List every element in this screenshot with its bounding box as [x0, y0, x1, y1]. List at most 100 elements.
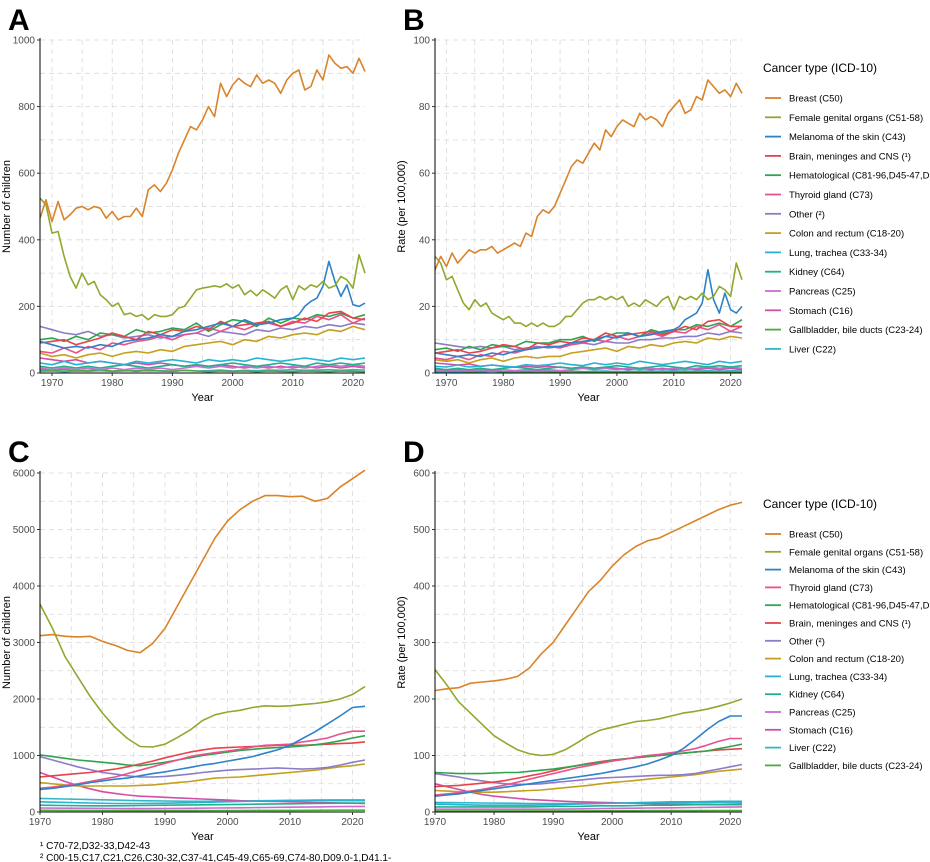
series-line-kidney [434, 364, 743, 371]
series-line-lung [434, 800, 742, 806]
legend-label: Brain, meninges and CNS (¹) [789, 619, 911, 630]
series-line-hematological [434, 743, 743, 775]
series-line-kidney [435, 803, 743, 808]
x-tick-label: 2020 [341, 817, 364, 828]
series-line-colon [39, 763, 366, 787]
legend-item: Other (²) [765, 209, 825, 220]
y-tick-label: 300 [413, 638, 430, 649]
y-tick-label: 500 [413, 525, 430, 536]
series-line-hematological [39, 734, 366, 767]
legend-label: Melanoma of the skin (C43) [789, 132, 906, 143]
legend-label: Breast (C50) [789, 530, 843, 541]
series-line-breast [434, 501, 743, 692]
legend-label: Hematological (C81-96,D45-47,D76) [789, 171, 930, 182]
legend-item: Brain, meninges and CNS (¹) [765, 151, 911, 162]
x-axis-title: Year [577, 831, 600, 843]
series-line-pancreas [39, 805, 366, 810]
legend-label: Hematological (C81-96,D45-47,D76) [789, 601, 930, 612]
series-line-melanoma [39, 260, 366, 349]
legend-item: Melanoma of the skin (C43) [765, 132, 906, 143]
y-tick-label: 400 [413, 582, 430, 593]
x-tick-label: 1980 [492, 378, 515, 389]
legend-item: Colon and rectum (C18-20) [765, 229, 904, 240]
series-line-colon [39, 325, 366, 359]
series-line-melanoma [434, 269, 743, 358]
series-line-breast [434, 79, 743, 271]
y-tick-label: 200 [413, 695, 430, 706]
x-tick-label: 2020 [719, 817, 742, 828]
series-line-breast [39, 469, 366, 654]
grid [435, 39, 742, 374]
grid [40, 39, 365, 374]
legend-label: Female genital organs (C51-58) [789, 547, 923, 558]
legend-label: Liver (C22) [789, 743, 836, 754]
legend-label: Thyroid gland (C73) [789, 190, 873, 201]
x-tick-label: 1990 [542, 817, 565, 828]
y-tick-label: 20 [419, 302, 431, 313]
legend-label: Kidney (C64) [789, 267, 844, 278]
y-tick-label: 0 [29, 369, 35, 380]
y-axis-title: Rate (per 100,000) [396, 160, 408, 252]
x-tick-label: 1980 [101, 378, 124, 389]
legend-item: Gallbladder, bile ducts (C23-24) [765, 761, 923, 772]
y-tick-label: 100 [413, 751, 430, 762]
x-tick-label: 2010 [663, 378, 686, 389]
legend-item: Breast (C50) [765, 94, 843, 105]
y-tick-label: 600 [413, 469, 430, 480]
legend-label: Breast (C50) [789, 94, 843, 105]
legend-item: Kidney (C64) [765, 267, 844, 278]
series-line-lung [39, 357, 366, 366]
legend-item: Stomach (C16) [765, 725, 853, 736]
x-tick-label: 2000 [606, 378, 629, 389]
panel-letter: D [403, 436, 425, 469]
series-line-female-genital [39, 603, 366, 748]
legend-label: Other (²) [789, 636, 825, 647]
legend-item: Gallbladder, bile ducts (C23-24) [765, 325, 923, 336]
y-tick-label: 0 [424, 369, 430, 380]
x-tick-label: 1970 [29, 817, 52, 828]
x-tick-label: 1990 [154, 817, 177, 828]
legend-label: Female genital organs (C51-58) [789, 113, 923, 124]
x-tick-label: 1970 [41, 378, 64, 389]
series-line-other [39, 755, 366, 778]
legend-item: Hematological (C81-96,D45-47,D76) [765, 601, 930, 612]
series-line-pancreas [434, 366, 743, 372]
legend-item: Colon and rectum (C18-20) [765, 654, 904, 665]
y-tick-label: 60 [419, 169, 431, 180]
y-axis-title: Number of children [1, 596, 13, 689]
legend-item: Melanoma of the skin (C43) [765, 565, 906, 576]
x-tick-label: 2010 [282, 378, 305, 389]
legend-label: Other (²) [789, 209, 825, 220]
legend-label: Colon and rectum (C18-20) [789, 654, 904, 665]
legend-item: Lung, trachea (C33-34) [765, 248, 887, 259]
x-tick-label: 1970 [435, 378, 458, 389]
x-tick-label: 2000 [601, 817, 624, 828]
panel-d: D 0 100 200 300 400 500 600 1970 1980 1990 2000 2010… [396, 436, 930, 843]
x-tick-label: 1970 [424, 817, 447, 828]
panel-b: B 0 20 40 60 80 100 1970 1980 1990 2000 2010 2020 Yea… [396, 4, 930, 404]
y-tick-label: 80 [419, 102, 431, 113]
y-axis-title: Number of children [1, 160, 13, 253]
y-tick-label: 0 [424, 808, 430, 819]
legend-item: Kidney (C64) [765, 690, 844, 701]
series-line-kidney [39, 802, 366, 807]
legend: Cancer type (ICD-10) Breast (C50) Female g… [763, 497, 930, 772]
panel-c: C 0 1000 2000 3000 4000 5000 6000 1970 1980 1990 20… [1, 436, 366, 843]
legend-item: Breast (C50) [765, 530, 843, 541]
legend-label: Liver (C22) [789, 344, 836, 355]
y-tick-label: 800 [18, 102, 35, 113]
x-tick-label: 2000 [221, 378, 244, 389]
y-tick-label: 0 [29, 808, 35, 819]
legend-item: Hematological (C81-96,D45-47,D76) [765, 171, 930, 182]
panel-a: A 0 200 400 600 800 1000 1970 1980 1990 2000 2010 20… [1, 4, 366, 404]
series-group [39, 469, 366, 812]
legend-item: Brain, meninges and CNS (¹) [765, 619, 911, 630]
grid [434, 472, 742, 813]
series-group [434, 79, 743, 373]
y-tick-label: 100 [413, 36, 430, 47]
y-tick-label: 5000 [13, 525, 36, 536]
legend-label: Brain, meninges and CNS (¹) [789, 151, 911, 162]
x-axis-title: Year [577, 392, 600, 404]
series-line-breast [39, 54, 366, 223]
series-line-colon [434, 768, 743, 793]
